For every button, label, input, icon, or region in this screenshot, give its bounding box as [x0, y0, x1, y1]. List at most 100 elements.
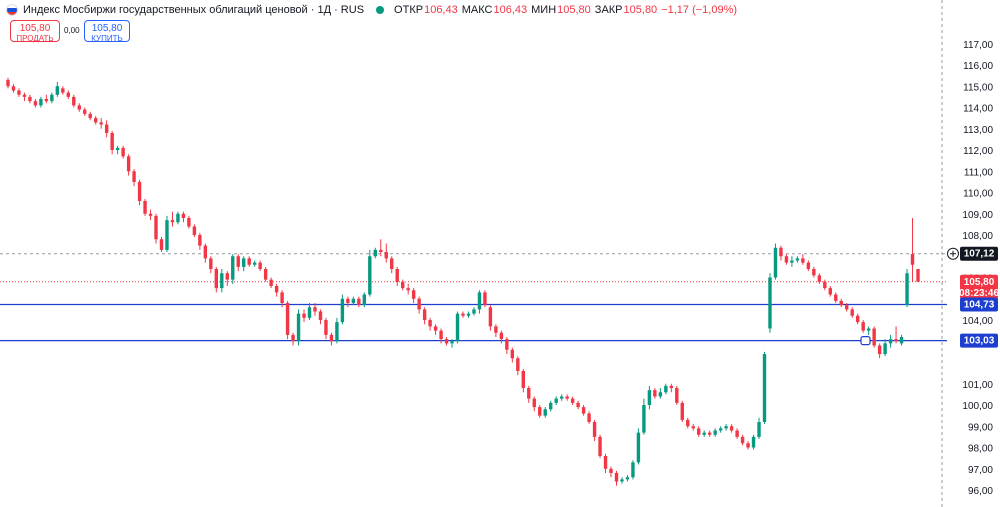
candle [143, 198, 147, 216]
candle [477, 290, 482, 314]
candle [675, 385, 679, 405]
candle [422, 307, 427, 325]
candle-body [472, 309, 476, 314]
horizontal-levels[interactable] [0, 253, 947, 346]
candle [411, 288, 416, 303]
candle [845, 303, 849, 312]
candle-body [450, 341, 454, 344]
candle [527, 385, 531, 403]
candle-body [143, 201, 147, 214]
y-tick-label: 97,00 [968, 465, 993, 476]
candle [757, 417, 761, 439]
candle [406, 283, 410, 295]
candle [247, 256, 251, 267]
candle-body [209, 258, 213, 269]
price-axis[interactable]: 96,0097,0098,0099,00100,00101,00103,0010… [962, 40, 993, 497]
candle-body [757, 422, 761, 437]
candle [6, 77, 10, 89]
candle-body [307, 307, 312, 318]
y-tick-label: 96,00 [968, 486, 993, 497]
candle [801, 254, 805, 265]
candle-body [477, 292, 482, 310]
candle-body [236, 256, 240, 267]
candle [888, 334, 893, 348]
close-value: 105,80 [623, 4, 658, 16]
crosshair-price-badge-text: 107,12 [964, 249, 995, 260]
y-tick-label: 112,00 [963, 146, 993, 157]
candle-body [368, 256, 372, 295]
candle [795, 256, 800, 263]
candle-body [614, 473, 619, 482]
candle [828, 286, 832, 297]
candle [39, 96, 43, 108]
candle [488, 305, 493, 331]
candle-body [137, 181, 142, 201]
candle [905, 269, 909, 308]
candle-body [850, 309, 854, 316]
y-tick-label: 113,00 [963, 125, 993, 136]
candle [351, 296, 356, 306]
market-status-icon[interactable] [376, 6, 385, 14]
candle [631, 460, 635, 480]
candle [33, 99, 38, 108]
candle-body [159, 239, 164, 250]
candle-body [565, 396, 569, 399]
candle-body [439, 330, 443, 340]
candle-body [845, 305, 849, 310]
candle-body [625, 477, 630, 480]
buy-button[interactable]: 105,80 КУПИТЬ [84, 20, 130, 43]
candle-body [740, 436, 745, 444]
candle [899, 334, 904, 346]
candle-body [335, 322, 339, 342]
candle-body [247, 258, 251, 265]
candle-body [839, 300, 843, 306]
candle [11, 84, 16, 93]
candle [390, 256, 394, 274]
candle [83, 107, 87, 116]
candle-body [773, 247, 778, 278]
candle [707, 430, 712, 437]
candle-body [340, 298, 345, 323]
candle-body [664, 385, 668, 393]
candle-body [242, 258, 246, 267]
candle-body [269, 279, 273, 286]
candle-body [916, 269, 920, 282]
candle-body [11, 86, 16, 91]
candle-body [872, 328, 876, 346]
candle-body [538, 407, 542, 416]
candle-body [132, 171, 136, 182]
candle [609, 466, 613, 478]
candle-body [428, 320, 432, 327]
y-tick-label: 99,00 [968, 422, 993, 433]
symbol-title[interactable]: Индекс Мосбиржи государственных облигаци… [23, 4, 365, 16]
candle [740, 434, 745, 446]
candle [729, 424, 734, 433]
level-1-badge-text: 104,73 [964, 299, 995, 310]
candle-body [631, 462, 635, 478]
sell-button[interactable]: 105,80 ПРОДАТЬ [10, 20, 60, 43]
candle [746, 441, 750, 450]
candle-body [351, 298, 356, 303]
buy-label: КУПИТЬ [91, 34, 123, 43]
candle-body [115, 147, 120, 150]
candle-body [170, 220, 175, 223]
candle [148, 209, 153, 221]
candle [784, 254, 789, 265]
candle [894, 326, 898, 344]
candle-body [83, 109, 87, 114]
crosshair-price-badge: 107,12 [960, 246, 998, 261]
candle-body [899, 337, 904, 344]
candle [461, 311, 465, 318]
level-handle[interactable] [860, 336, 871, 346]
candle-body [724, 426, 728, 429]
candle [165, 215, 169, 252]
y-tick-label: 114,00 [963, 104, 993, 115]
candle-body [44, 99, 49, 102]
candle [855, 313, 860, 325]
sell-price: 105,80 [19, 23, 51, 34]
close-label: ЗАКР [594, 4, 623, 16]
candle-body [258, 262, 262, 269]
candle [72, 94, 76, 108]
